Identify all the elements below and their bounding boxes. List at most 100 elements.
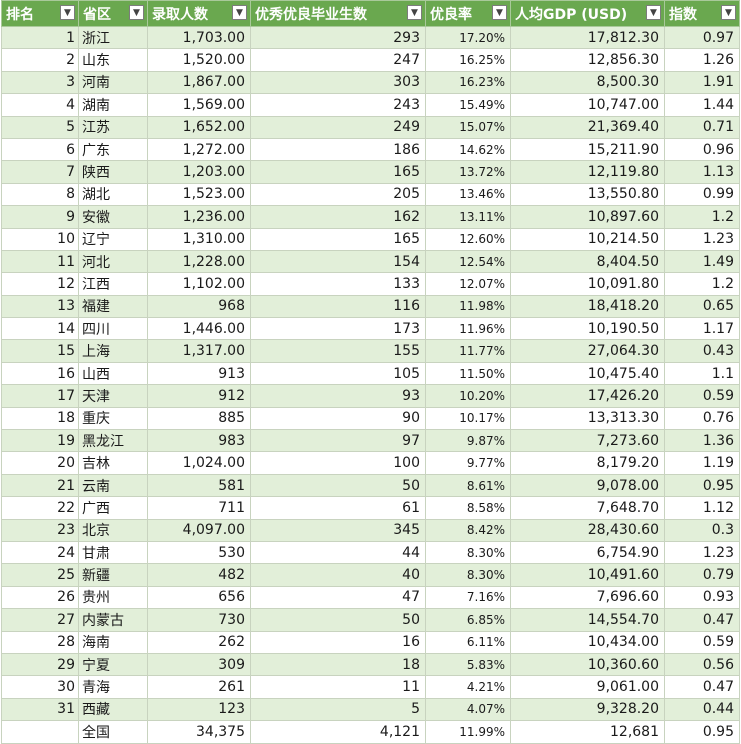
gdp-cell[interactable]: 9,078.00 xyxy=(510,473,665,498)
index-cell[interactable]: 0.93 xyxy=(664,585,740,610)
gdp-cell[interactable]: 12,681 xyxy=(510,720,665,744)
excellent-count-cell[interactable]: 5 xyxy=(250,697,426,722)
header-rank[interactable]: 排名 ▼ xyxy=(1,0,79,27)
admitted-cell[interactable]: 983 xyxy=(147,429,251,453)
province-cell[interactable]: 广西 xyxy=(78,496,148,520)
province-cell[interactable]: 上海 xyxy=(78,339,148,363)
admitted-cell[interactable]: 4,097.00 xyxy=(147,518,251,542)
rank-cell[interactable]: 5 xyxy=(1,115,79,139)
admitted-cell[interactable]: 913 xyxy=(147,361,251,386)
rank-cell[interactable]: 13 xyxy=(1,294,79,319)
rank-cell[interactable]: 30 xyxy=(1,675,79,699)
province-cell[interactable]: 重庆 xyxy=(78,406,148,431)
province-cell[interactable]: 内蒙古 xyxy=(78,608,148,632)
admitted-cell[interactable]: 1,703.00 xyxy=(147,25,251,50)
province-cell[interactable]: 北京 xyxy=(78,518,148,542)
rank-cell[interactable]: 23 xyxy=(1,518,79,542)
rank-cell[interactable]: 14 xyxy=(1,317,79,341)
gdp-cell[interactable]: 8,179.20 xyxy=(510,451,665,475)
gdp-cell[interactable]: 9,061.00 xyxy=(510,675,665,699)
gdp-cell[interactable]: 8,500.30 xyxy=(510,70,665,95)
province-cell[interactable]: 辽宁 xyxy=(78,227,148,251)
index-cell[interactable]: 0.59 xyxy=(664,384,740,408)
province-cell[interactable]: 广东 xyxy=(78,137,148,162)
admitted-cell[interactable]: 1,203.00 xyxy=(147,160,251,184)
province-cell[interactable]: 湖南 xyxy=(78,93,148,117)
province-cell[interactable]: 河南 xyxy=(78,70,148,95)
admitted-cell[interactable]: 711 xyxy=(147,496,251,520)
gdp-cell[interactable]: 12,856.30 xyxy=(510,48,665,72)
province-cell[interactable]: 黑龙江 xyxy=(78,429,148,453)
excellent-count-cell[interactable]: 105 xyxy=(250,361,426,386)
rate-cell[interactable]: 13.11% xyxy=(425,205,511,229)
gdp-cell[interactable]: 10,747.00 xyxy=(510,93,665,117)
dropdown-filter-icon[interactable]: ▼ xyxy=(407,5,422,20)
rank-cell[interactable]: 3 xyxy=(1,70,79,95)
header-admitted[interactable]: 录取人数 ▼ xyxy=(147,0,251,27)
gdp-cell[interactable]: 15,211.90 xyxy=(510,137,665,162)
gdp-cell[interactable]: 14,554.70 xyxy=(510,608,665,632)
rank-cell[interactable]: 24 xyxy=(1,540,79,565)
province-cell[interactable]: 福建 xyxy=(78,294,148,319)
gdp-cell[interactable]: 7,273.60 xyxy=(510,429,665,453)
admitted-cell[interactable]: 262 xyxy=(147,630,251,654)
gdp-cell[interactable]: 10,360.60 xyxy=(510,652,665,677)
gdp-cell[interactable]: 7,648.70 xyxy=(510,496,665,520)
rate-cell[interactable]: 9.87% xyxy=(425,429,511,453)
admitted-cell[interactable]: 1,520.00 xyxy=(147,48,251,72)
gdp-cell[interactable]: 6,754.90 xyxy=(510,540,665,565)
rank-cell[interactable]: 10 xyxy=(1,227,79,251)
admitted-cell[interactable]: 656 xyxy=(147,585,251,610)
province-cell[interactable]: 全国 xyxy=(78,720,148,744)
admitted-cell[interactable]: 581 xyxy=(147,473,251,498)
admitted-cell[interactable]: 1,024.00 xyxy=(147,451,251,475)
rate-cell[interactable]: 14.62% xyxy=(425,137,511,162)
province-cell[interactable]: 贵州 xyxy=(78,585,148,610)
rank-cell[interactable] xyxy=(1,720,79,744)
index-cell[interactable]: 0.65 xyxy=(664,294,740,319)
index-cell[interactable]: 0.76 xyxy=(664,406,740,431)
rank-cell[interactable]: 20 xyxy=(1,451,79,475)
rate-cell[interactable]: 4.07% xyxy=(425,697,511,722)
gdp-cell[interactable]: 12,119.80 xyxy=(510,160,665,184)
excellent-count-cell[interactable]: 50 xyxy=(250,473,426,498)
admitted-cell[interactable]: 1,317.00 xyxy=(147,339,251,363)
rank-cell[interactable]: 15 xyxy=(1,339,79,363)
excellent-count-cell[interactable]: 173 xyxy=(250,317,426,341)
rank-cell[interactable]: 27 xyxy=(1,608,79,632)
admitted-cell[interactable]: 309 xyxy=(147,652,251,677)
index-cell[interactable]: 1.13 xyxy=(664,160,740,184)
gdp-cell[interactable]: 10,897.60 xyxy=(510,205,665,229)
excellent-count-cell[interactable]: 345 xyxy=(250,518,426,542)
admitted-cell[interactable]: 1,446.00 xyxy=(147,317,251,341)
index-cell[interactable]: 0.47 xyxy=(664,608,740,632)
rank-cell[interactable]: 29 xyxy=(1,652,79,677)
province-cell[interactable]: 海南 xyxy=(78,630,148,654)
dropdown-filter-icon[interactable]: ▼ xyxy=(646,5,661,20)
rank-cell[interactable]: 9 xyxy=(1,205,79,229)
admitted-cell[interactable]: 968 xyxy=(147,294,251,319)
rate-cell[interactable]: 8.42% xyxy=(425,518,511,542)
gdp-cell[interactable]: 13,550.80 xyxy=(510,182,665,207)
excellent-count-cell[interactable]: 4,121 xyxy=(250,720,426,744)
province-cell[interactable]: 西藏 xyxy=(78,697,148,722)
excellent-count-cell[interactable]: 293 xyxy=(250,25,426,50)
rank-cell[interactable]: 17 xyxy=(1,384,79,408)
excellent-count-cell[interactable]: 243 xyxy=(250,93,426,117)
excellent-count-cell[interactable]: 133 xyxy=(250,272,426,296)
index-cell[interactable]: 0.97 xyxy=(664,25,740,50)
province-cell[interactable]: 新疆 xyxy=(78,563,148,587)
excellent-count-cell[interactable]: 11 xyxy=(250,675,426,699)
gdp-cell[interactable]: 10,214.50 xyxy=(510,227,665,251)
gdp-cell[interactable]: 13,313.30 xyxy=(510,406,665,431)
index-cell[interactable]: 1.23 xyxy=(664,227,740,251)
rank-cell[interactable]: 12 xyxy=(1,272,79,296)
rate-cell[interactable]: 16.23% xyxy=(425,70,511,95)
rate-cell[interactable]: 11.77% xyxy=(425,339,511,363)
rate-cell[interactable]: 12.54% xyxy=(425,249,511,274)
rate-cell[interactable]: 15.07% xyxy=(425,115,511,139)
index-cell[interactable]: 0.47 xyxy=(664,675,740,699)
rank-cell[interactable]: 21 xyxy=(1,473,79,498)
gdp-cell[interactable]: 7,696.60 xyxy=(510,585,665,610)
admitted-cell[interactable]: 1,523.00 xyxy=(147,182,251,207)
